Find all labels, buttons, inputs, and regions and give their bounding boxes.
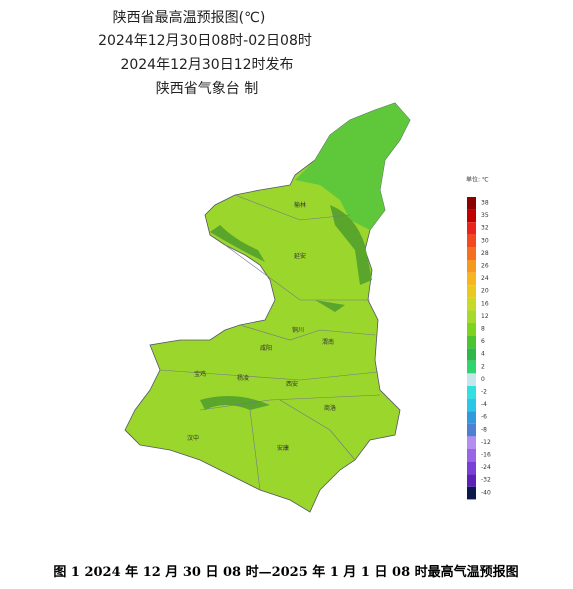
legend-label: 38	[481, 200, 489, 207]
legend-label: 8	[481, 326, 485, 333]
legend-swatch	[467, 260, 476, 273]
legend-swatch	[467, 285, 476, 298]
city-label: 宝鸡	[194, 370, 206, 378]
legend-swatch	[467, 486, 476, 500]
city-label: 榆林	[294, 201, 306, 209]
legend-swatch	[467, 348, 476, 361]
legend-label: 16	[481, 300, 489, 307]
legend-label: 32	[481, 225, 489, 232]
legend-label: 2	[481, 363, 485, 370]
legend-label: 0	[481, 376, 485, 383]
city-label: 商洛	[324, 404, 336, 412]
legend-label: -6	[481, 414, 487, 421]
legend-swatch	[467, 310, 476, 323]
legend-swatch	[467, 209, 476, 223]
legend-label: 30	[481, 237, 489, 244]
legend-swatch	[467, 297, 476, 311]
city-label: 安康	[277, 444, 289, 452]
legend-swatch	[467, 360, 476, 374]
legend-label: 24	[481, 275, 489, 282]
legend-swatch	[467, 323, 476, 336]
city-label: 咸阳	[260, 344, 272, 352]
legend-swatch	[467, 461, 476, 475]
legend-swatch	[467, 411, 476, 424]
legend-unit: 单位: ℃	[466, 176, 489, 184]
legend-label: -2	[481, 389, 487, 396]
legend-label: -32	[481, 477, 491, 484]
legend-label: 6	[481, 338, 485, 345]
legend-label: -24	[481, 464, 491, 471]
legend-label: -40	[481, 489, 491, 496]
legend-swatch	[467, 474, 476, 487]
agency: 陕西省气象台 制	[156, 81, 258, 97]
period: 2024年12月30日08时-02日08时	[98, 33, 312, 49]
city-label: 杨凌	[237, 374, 249, 382]
legend-swatch	[467, 222, 476, 235]
legend-label: -8	[481, 426, 487, 433]
legend-label: -16	[481, 452, 491, 459]
legend-label: 20	[481, 288, 489, 295]
title: 陕西省最高温预报图(℃)	[113, 9, 266, 26]
city-label: 渭南	[322, 338, 334, 346]
caption: 图 1 2024 年 12 月 30 日 08 时—2025 年 1 月 1 日…	[53, 564, 518, 580]
legend-label: -4	[481, 401, 487, 408]
legend-label: 28	[481, 250, 489, 257]
legend-swatch	[467, 373, 476, 386]
legend-swatch	[467, 398, 476, 412]
issued: 2024年12月30日12时发布	[120, 57, 293, 73]
legend-label: 26	[481, 263, 489, 270]
legend-label: -12	[481, 439, 491, 446]
province-map	[124, 102, 411, 513]
city-label: 铜川	[292, 326, 304, 334]
city-label: 西安	[286, 380, 298, 388]
legend-label: 12	[481, 313, 489, 320]
city-label: 延安	[294, 252, 306, 260]
legend-swatch	[467, 423, 476, 437]
legend-swatch	[467, 272, 476, 286]
legend-swatch	[467, 386, 476, 399]
legend-swatch	[467, 234, 476, 248]
legend-label: 4	[481, 351, 485, 358]
legend-swatch	[467, 247, 476, 260]
legend-label: 35	[481, 212, 489, 219]
legend-swatch	[467, 449, 476, 462]
city-label: 汉中	[187, 434, 199, 442]
legend-swatch	[467, 335, 476, 349]
legend-swatch	[467, 197, 476, 210]
legend-swatch	[467, 436, 476, 449]
